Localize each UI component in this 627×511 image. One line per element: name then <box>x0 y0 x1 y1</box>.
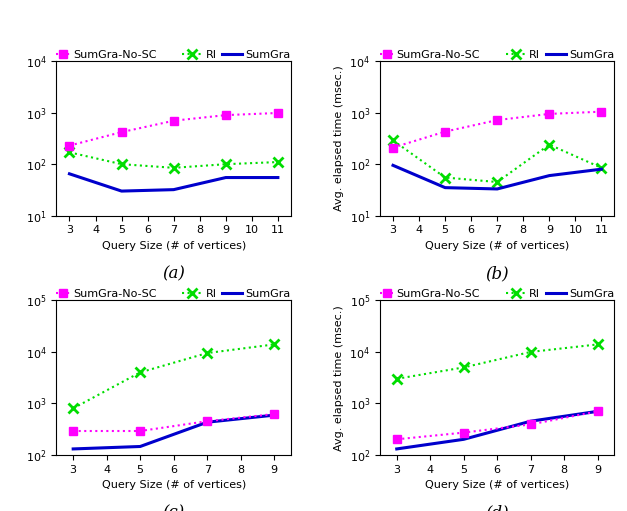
SumGra-No-SC <box>270 411 278 417</box>
SumGra <box>389 162 397 169</box>
SumGra-No-SC <box>594 408 601 414</box>
SumGra-No-SC <box>460 430 468 436</box>
Line: RI: RI <box>388 135 606 187</box>
RI <box>594 341 601 347</box>
SumGra <box>527 418 534 424</box>
SumGra-No-SC <box>66 143 73 149</box>
RI <box>389 137 397 144</box>
SumGra <box>545 173 553 179</box>
Legend: SumGra-No-SC: SumGra-No-SC <box>380 289 480 299</box>
Line: SumGra-No-SC: SumGra-No-SC <box>69 410 278 435</box>
Line: SumGra-No-SC: SumGra-No-SC <box>65 109 282 150</box>
Text: (c): (c) <box>162 504 185 511</box>
SumGra-No-SC <box>137 428 144 434</box>
RI <box>137 369 144 376</box>
RI <box>493 179 501 185</box>
Text: (a): (a) <box>162 265 185 282</box>
RI <box>270 341 278 347</box>
SumGra <box>460 436 468 443</box>
SumGra <box>137 444 144 450</box>
SumGra <box>594 408 601 414</box>
RI <box>527 349 534 355</box>
Y-axis label: Avg. elapsed time (msec.): Avg. elapsed time (msec.) <box>334 305 344 451</box>
SumGra <box>203 419 211 425</box>
X-axis label: Query Size (# of vertices): Query Size (# of vertices) <box>425 241 569 251</box>
RI <box>274 159 282 165</box>
SumGra-No-SC <box>441 129 449 135</box>
RI <box>70 405 77 411</box>
SumGra-No-SC <box>393 436 401 443</box>
X-axis label: Query Size (# of vertices): Query Size (# of vertices) <box>425 480 569 490</box>
RI <box>118 161 125 167</box>
SumGra <box>441 184 449 191</box>
SumGra-No-SC <box>203 418 211 424</box>
RI <box>393 376 401 382</box>
SumGra-No-SC <box>545 111 553 117</box>
RI <box>170 165 177 171</box>
Text: (b): (b) <box>485 265 509 282</box>
SumGra-No-SC <box>598 109 605 115</box>
RI <box>441 174 449 180</box>
SumGra <box>118 188 125 194</box>
SumGra-No-SC <box>527 422 534 428</box>
Text: (d): (d) <box>485 504 509 511</box>
Line: RI: RI <box>392 339 603 384</box>
RI <box>66 149 73 155</box>
SumGra-No-SC <box>389 145 397 151</box>
Line: SumGra-No-SC: SumGra-No-SC <box>389 107 606 152</box>
RI <box>545 142 553 148</box>
SumGra-No-SC <box>222 112 229 118</box>
Legend: SumGra-No-SC: SumGra-No-SC <box>56 289 157 299</box>
SumGra <box>222 174 229 180</box>
RI <box>203 350 211 356</box>
Y-axis label: Avg. elapsed time (msec.): Avg. elapsed time (msec.) <box>334 65 344 212</box>
SumGra <box>598 166 605 172</box>
SumGra-No-SC <box>170 118 177 124</box>
X-axis label: Query Size (# of vertices): Query Size (# of vertices) <box>102 241 246 251</box>
SumGra-No-SC <box>118 129 125 135</box>
Line: SumGra: SumGra <box>70 174 278 191</box>
SumGra <box>270 412 278 418</box>
RI <box>222 161 229 167</box>
Line: SumGra-No-SC: SumGra-No-SC <box>393 407 602 444</box>
SumGra <box>66 171 73 177</box>
Legend: SumGra-No-SC: SumGra-No-SC <box>380 50 480 60</box>
SumGra <box>493 186 501 192</box>
Legend: SumGra-No-SC: SumGra-No-SC <box>56 50 157 60</box>
SumGra <box>393 446 401 452</box>
SumGra <box>274 174 282 180</box>
SumGra <box>170 187 177 193</box>
RI <box>598 165 605 171</box>
Line: SumGra: SumGra <box>393 166 601 189</box>
Line: RI: RI <box>65 148 283 173</box>
RI <box>460 364 468 370</box>
SumGra <box>70 446 77 452</box>
SumGra-No-SC <box>274 110 282 116</box>
Line: RI: RI <box>68 339 279 413</box>
X-axis label: Query Size (# of vertices): Query Size (# of vertices) <box>102 480 246 490</box>
SumGra-No-SC <box>70 428 77 434</box>
Line: SumGra: SumGra <box>397 411 598 449</box>
Line: SumGra: SumGra <box>73 415 274 449</box>
SumGra-No-SC <box>493 117 501 123</box>
